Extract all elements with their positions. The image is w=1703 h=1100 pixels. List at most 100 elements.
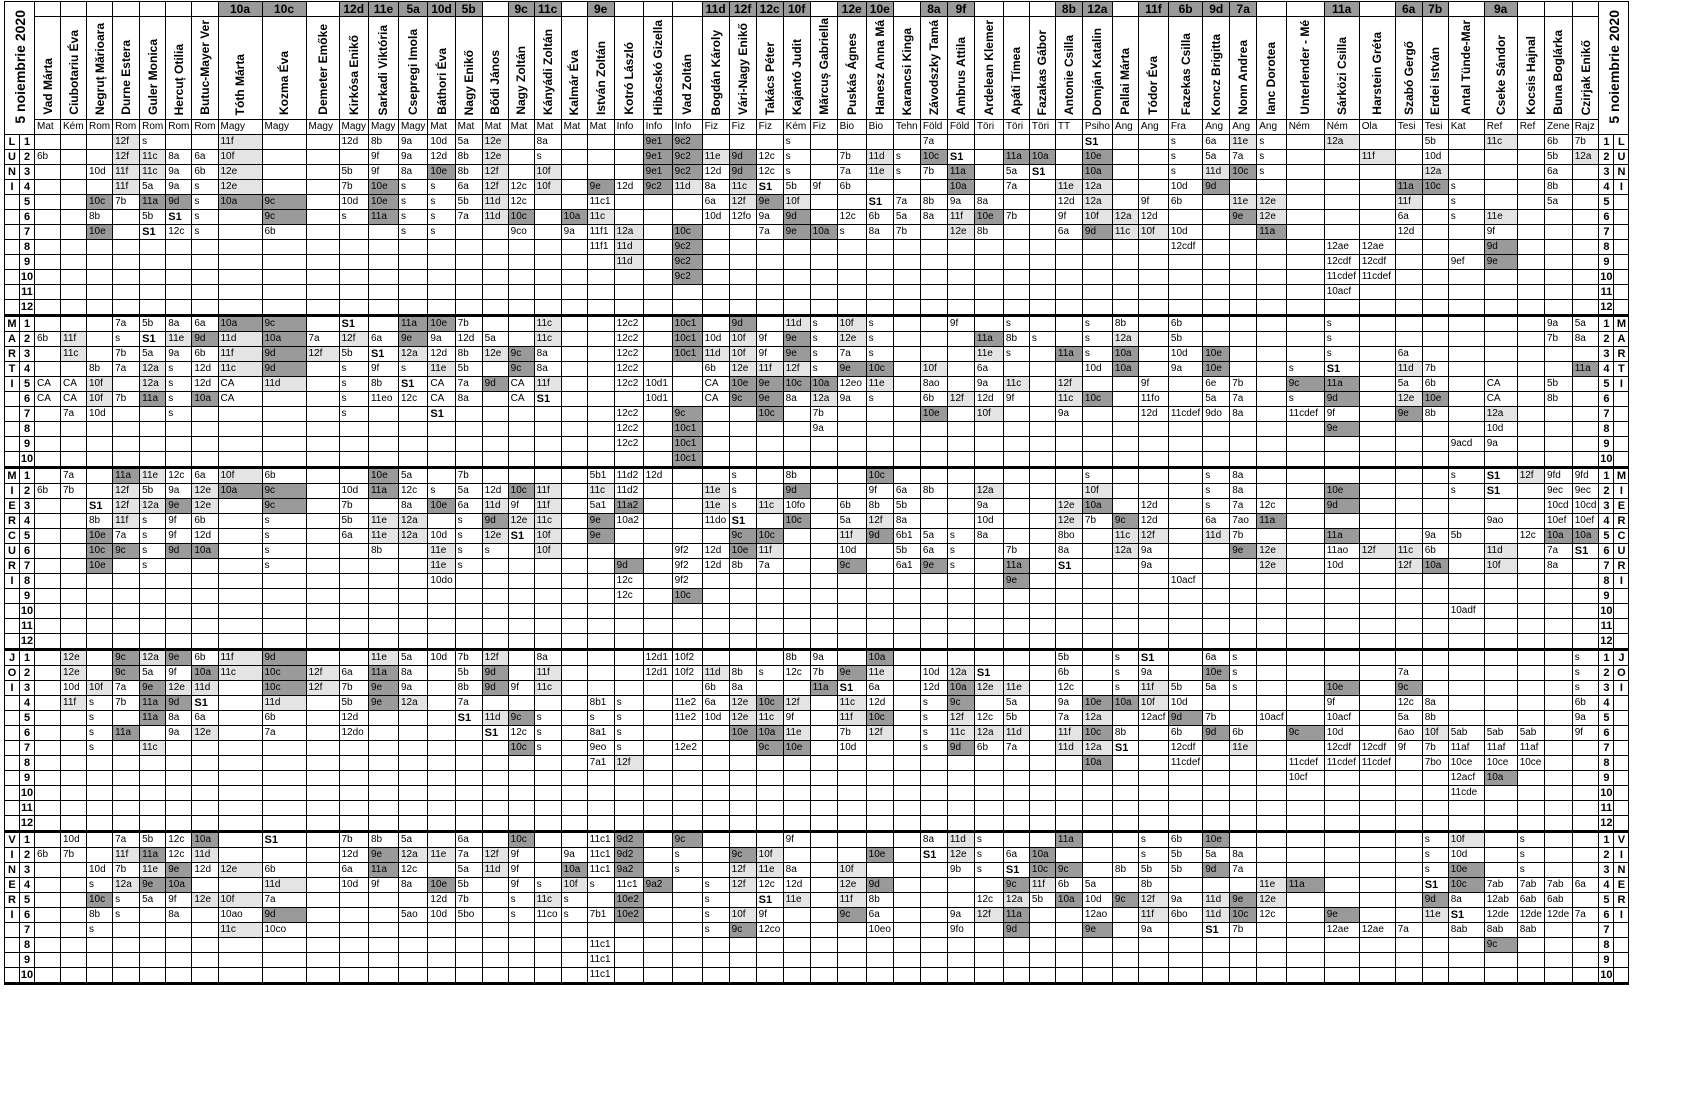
lesson-cell: [1323, 164, 1360, 180]
lesson-cell: [1447, 376, 1485, 392]
lesson-cell: 7b: [112, 194, 141, 210]
period-number: 8: [19, 755, 35, 771]
lesson-cell: [1285, 498, 1325, 514]
lesson-cell: [809, 194, 838, 210]
lesson-cell: [782, 254, 811, 270]
lesson-cell: 9a: [1054, 695, 1083, 711]
lesson-cell: [1028, 406, 1056, 422]
lesson-cell: 10f: [560, 877, 588, 893]
lesson-cell: s: [1516, 862, 1545, 878]
lesson-cell: [1111, 194, 1139, 210]
lesson-cell: [85, 755, 114, 771]
lesson-cell: [139, 573, 167, 589]
lesson-cell: 10acf: [1323, 284, 1360, 300]
lesson-cell: [305, 695, 340, 711]
lesson-cell: 12c: [165, 847, 193, 863]
lesson-cell: 8b: [85, 907, 114, 923]
lesson-cell: [217, 633, 263, 651]
lesson-cell: [165, 937, 193, 953]
lesson-cell: [671, 755, 703, 771]
lesson-cell: [34, 725, 61, 741]
lesson-cell: s: [454, 513, 483, 529]
day-letter: C: [4, 528, 20, 544]
lesson-cell: 11f: [946, 209, 975, 225]
lesson-cell: [919, 618, 948, 634]
lesson-cell: 8a: [397, 665, 429, 681]
lesson-cell: 9f: [865, 483, 894, 499]
lesson-cell: 11a: [1256, 224, 1287, 240]
lesson-cell: [1167, 922, 1204, 938]
lesson-cell: 11d: [1202, 164, 1231, 180]
lesson-cell: 11c1: [613, 877, 644, 893]
lesson-cell: [782, 937, 811, 953]
lesson-cell: [1323, 937, 1360, 953]
lesson-cell: [217, 209, 263, 225]
lesson-cell: 11f: [836, 710, 867, 726]
period-number: 3: [1598, 164, 1615, 180]
lesson-cell: s: [1447, 483, 1485, 499]
lesson-cell: [1571, 785, 1600, 801]
lesson-cell: [533, 194, 562, 210]
lesson-cell: [261, 284, 307, 300]
lesson-cell: 5b: [139, 209, 167, 225]
period-row: 10 11c1 10: [4, 967, 1630, 985]
lesson-cell: 11a: [112, 725, 141, 741]
lesson-cell: 9d: [165, 695, 193, 711]
class-tag: [1543, 1, 1573, 17]
lesson-cell: 9c: [755, 740, 784, 756]
lesson-cell: 6a: [1571, 877, 1600, 893]
lesson-cell: 10f: [728, 907, 757, 923]
day-letter: R: [1613, 346, 1630, 362]
lesson-cell: [507, 299, 535, 317]
lesson-cell: [919, 224, 948, 240]
lesson-cell: 9d: [165, 543, 193, 559]
class-tag: [809, 1, 838, 17]
lesson-cell: [1421, 800, 1449, 816]
lesson-cell: [1229, 239, 1258, 255]
lesson-cell: [1028, 785, 1056, 801]
lesson-cell: [1394, 967, 1423, 985]
lesson-cell: 9c: [261, 315, 307, 332]
lesson-cell: [261, 134, 307, 150]
lesson-cell: [1256, 376, 1287, 392]
lesson-cell: s: [701, 922, 730, 938]
lesson-cell: [701, 299, 730, 317]
day-letter: [1613, 284, 1630, 300]
lesson-cell: 11d: [613, 239, 644, 255]
lesson-cell: [481, 740, 509, 756]
lesson-cell: 12a: [973, 725, 1004, 741]
lesson-cell: [1256, 740, 1287, 756]
lesson-cell: 9e: [1323, 907, 1360, 923]
lesson-cell: [892, 785, 921, 801]
lesson-cell: 8a: [919, 209, 948, 225]
lesson-cell: 10ce: [1447, 755, 1485, 771]
lesson-cell: 10e: [1202, 665, 1231, 681]
lesson-cell: 10a: [755, 725, 784, 741]
lesson-cell: [671, 498, 703, 514]
lesson-cell: 9f: [507, 498, 535, 514]
day-letter: R: [1613, 892, 1630, 908]
lesson-cell: [1111, 269, 1139, 285]
lesson-cell: [1323, 785, 1360, 801]
lesson-cell: [139, 922, 167, 938]
lesson-cell: [165, 770, 193, 786]
lesson-cell: [1571, 391, 1600, 407]
lesson-cell: [533, 785, 562, 801]
lesson-cell: 12c2: [613, 376, 644, 392]
lesson-cell: [34, 269, 61, 285]
lesson-cell: 8a: [533, 649, 562, 666]
lesson-cell: 11c: [533, 680, 562, 696]
lesson-cell: [112, 618, 141, 634]
lesson-cell: [701, 952, 730, 968]
lesson-cell: [809, 755, 838, 771]
lesson-cell: [560, 299, 588, 317]
day-letter: U: [4, 149, 20, 165]
lesson-cell: [865, 284, 894, 300]
lesson-cell: [217, 967, 263, 985]
lesson-cell: [728, 269, 757, 285]
lesson-cell: [533, 224, 562, 240]
lesson-cell: 10d: [1167, 224, 1204, 240]
lesson-cell: [892, 618, 921, 634]
lesson-cell: [642, 239, 673, 255]
lesson-cell: [1571, 406, 1600, 422]
